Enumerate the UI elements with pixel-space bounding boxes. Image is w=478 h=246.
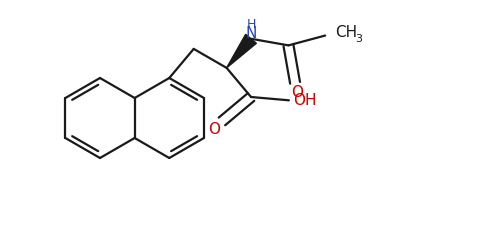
Text: 3: 3 (355, 33, 362, 44)
Text: H: H (246, 18, 256, 31)
Text: OH: OH (293, 93, 316, 108)
Polygon shape (227, 34, 256, 68)
Text: O: O (208, 122, 220, 137)
Text: N: N (245, 26, 257, 41)
Text: O: O (291, 85, 303, 100)
Text: CH: CH (335, 25, 357, 40)
